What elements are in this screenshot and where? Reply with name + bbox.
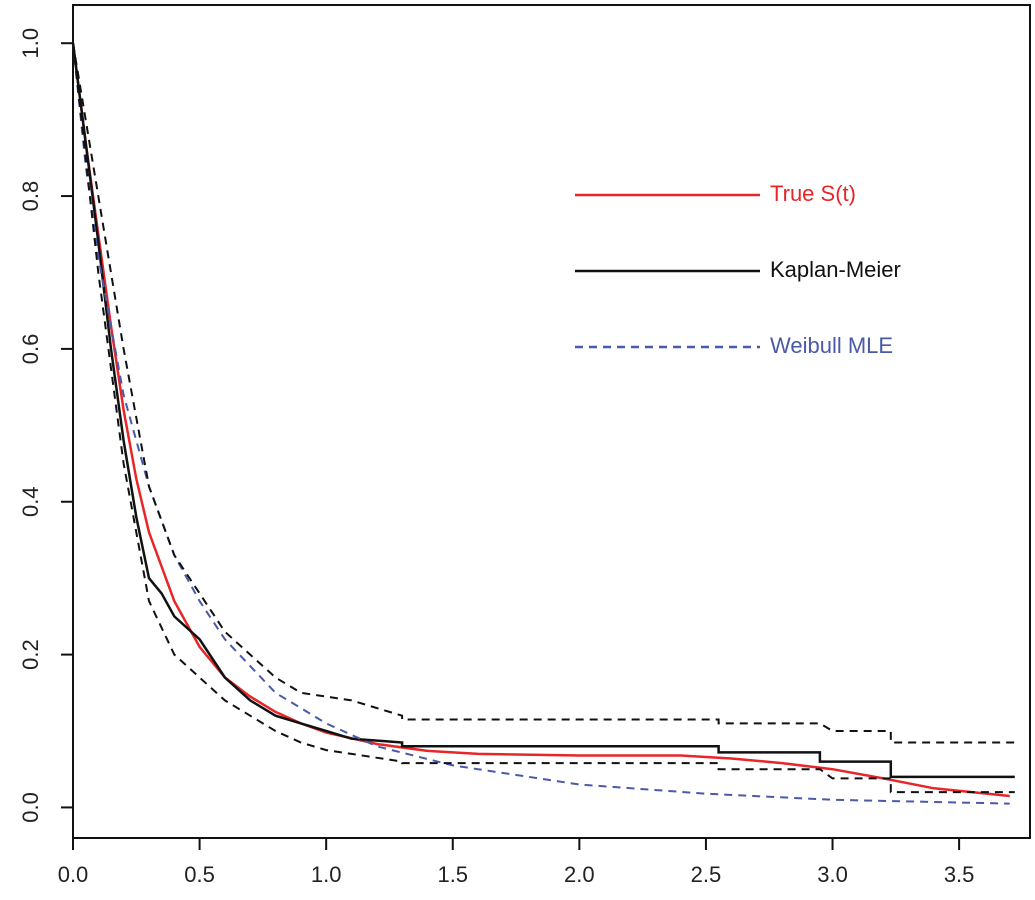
plot-frame — [72, 4, 1031, 839]
x-tick-label: 2.0 — [564, 862, 595, 887]
y-tick-label: 0.2 — [18, 639, 43, 670]
x-tick-label: 2.5 — [691, 862, 722, 887]
series-line — [71, 43, 1015, 779]
x-tick-label: 3.0 — [817, 862, 848, 887]
y-tick-label: 0.6 — [18, 334, 43, 365]
x-tick-label: 0.0 — [58, 862, 89, 887]
legend-label: Weibull MLE — [770, 333, 893, 358]
x-tick-label: 3.5 — [944, 862, 975, 887]
y-tick-label: 0.8 — [18, 181, 43, 212]
series-line — [72, 43, 1010, 805]
series-line — [72, 43, 1015, 794]
x-tick-label: 1.0 — [311, 862, 342, 887]
x-tick-label: 0.5 — [184, 862, 215, 887]
x-tick-label: 1.5 — [437, 862, 468, 887]
y-tick-label: 0.0 — [18, 792, 43, 823]
series-line — [72, 43, 1015, 744]
legend-label: Kaplan-Meier — [770, 257, 901, 282]
y-tick-label: 0.4 — [18, 486, 43, 517]
series-line — [71, 43, 1010, 798]
legend-label: True S(t) — [770, 181, 856, 206]
y-tick-label: 1.0 — [18, 28, 43, 59]
